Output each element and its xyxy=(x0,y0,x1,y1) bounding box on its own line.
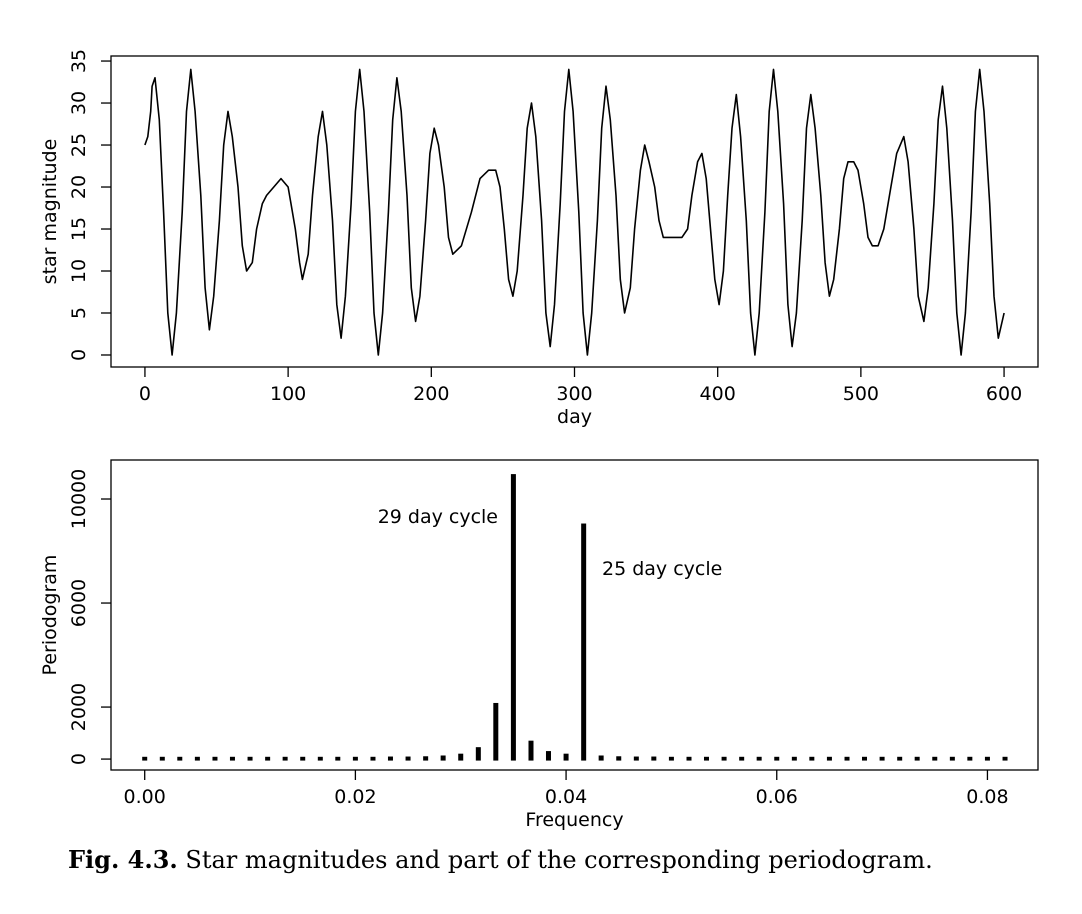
bar xyxy=(387,756,393,761)
bar xyxy=(335,756,341,761)
bar xyxy=(142,756,148,761)
bar xyxy=(229,756,235,761)
y-tick-label: 2000 xyxy=(68,683,90,731)
y-tick-label: 6000 xyxy=(68,579,90,627)
annotation: 29 day cycle xyxy=(378,506,498,528)
y-axis-label: star magnitude xyxy=(39,139,61,285)
caption-text: Star magnitudes and part of the correspo… xyxy=(185,846,932,874)
caption: Fig. 4.3. Star magnitudes and part of th… xyxy=(68,845,933,874)
x-tick-label: 0 xyxy=(139,383,151,405)
bar xyxy=(159,756,165,761)
bar xyxy=(265,756,271,761)
bar xyxy=(739,756,745,761)
y-tick-label: 0 xyxy=(68,753,90,765)
y-tick-label: 15 xyxy=(68,217,90,241)
bar xyxy=(756,756,762,761)
bar xyxy=(493,702,499,761)
bar xyxy=(317,756,323,761)
y-axis-label: Periodogram xyxy=(39,555,61,676)
bar xyxy=(405,756,411,761)
x-tick-label: 100 xyxy=(270,383,306,405)
bar xyxy=(458,753,464,761)
bar xyxy=(300,756,306,761)
bar xyxy=(370,756,376,761)
bar xyxy=(528,740,534,761)
bar xyxy=(510,474,516,761)
bar xyxy=(791,756,797,761)
y-tick-label: 20 xyxy=(68,175,90,199)
y-tick-label: 0 xyxy=(68,349,90,361)
bar xyxy=(774,756,780,761)
bar xyxy=(633,756,639,761)
x-tick-label: 0.02 xyxy=(334,786,376,808)
bar xyxy=(177,756,183,761)
y-tick-label: 5 xyxy=(68,307,90,319)
x-tick-label: 600 xyxy=(986,383,1022,405)
bar xyxy=(984,756,990,761)
bar xyxy=(212,756,218,761)
bar xyxy=(932,756,938,761)
bar xyxy=(721,756,727,761)
y-tick-label: 30 xyxy=(68,91,90,115)
bar xyxy=(423,756,429,761)
bar xyxy=(352,756,358,761)
bar xyxy=(686,756,692,761)
bar xyxy=(616,756,622,761)
caption-label: Fig. 4.3. xyxy=(68,845,178,874)
bar xyxy=(949,756,955,761)
bar xyxy=(1002,756,1008,761)
x-tick-label: 0.00 xyxy=(124,786,166,808)
bar xyxy=(598,755,604,761)
bar xyxy=(897,756,903,761)
plot-frame xyxy=(110,55,1039,368)
plot-frame xyxy=(110,459,1039,771)
bar xyxy=(545,751,551,761)
bar xyxy=(879,756,885,761)
x-tick-label: 400 xyxy=(700,383,736,405)
x-tick-label: 0.08 xyxy=(966,786,1008,808)
annotation: 25 day cycle xyxy=(602,558,722,580)
x-tick-label: 0.06 xyxy=(756,786,798,808)
x-tick-label: 200 xyxy=(413,383,449,405)
y-tick-label: 25 xyxy=(68,133,90,157)
bar xyxy=(194,756,200,761)
bar xyxy=(651,756,657,761)
bar xyxy=(862,756,868,761)
bar xyxy=(703,756,709,761)
bar xyxy=(475,747,481,761)
bar xyxy=(282,756,288,761)
line-series xyxy=(144,68,1005,356)
y-tick-label: 10 xyxy=(68,259,90,283)
x-axis-label: Frequency xyxy=(525,809,623,831)
x-tick-label: 500 xyxy=(843,383,879,405)
x-tick-label: 300 xyxy=(556,383,592,405)
bar xyxy=(247,756,253,761)
y-tick-label: 35 xyxy=(68,49,90,73)
bar xyxy=(826,756,832,761)
bar xyxy=(809,756,815,761)
bar xyxy=(967,756,973,761)
bar xyxy=(914,756,920,761)
bar xyxy=(844,756,850,761)
bar xyxy=(440,755,446,761)
x-tick-label: 0.04 xyxy=(545,786,587,808)
x-axis-label: day xyxy=(557,406,592,428)
bar xyxy=(563,753,569,761)
bar xyxy=(581,523,587,761)
y-tick-label: 10000 xyxy=(68,469,90,529)
bar xyxy=(668,756,674,761)
